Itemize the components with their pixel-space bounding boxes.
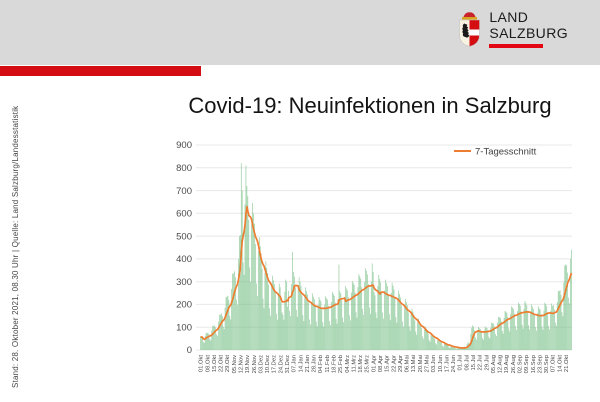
svg-text:17.Jun: 17.Jun	[445, 355, 451, 372]
svg-text:23.Sep: 23.Sep	[538, 355, 544, 373]
chart-area: 0 100 200 300 400 500 600 700 800 900 01.Okt 08.Okt…	[158, 133, 582, 397]
svg-text:30.Sep: 30.Sep	[544, 355, 550, 373]
svg-text:22.Apr: 22.Apr	[391, 355, 397, 372]
svg-text:03.Dez: 03.Dez	[259, 355, 265, 373]
svg-text:09.Sep: 09.Sep	[524, 355, 530, 373]
svg-text:15.Jul: 15.Jul	[471, 355, 477, 370]
land-salzburg-logo: LAND SALZBURG	[458, 9, 568, 51]
svg-text:07.Okt: 07.Okt	[551, 355, 557, 372]
svg-text:10.Dez: 10.Dez	[265, 355, 271, 373]
svg-text:05.Aug: 05.Aug	[491, 355, 497, 373]
svg-text:16.Sep: 16.Sep	[531, 355, 537, 373]
svg-text:05.Nov: 05.Nov	[232, 355, 238, 373]
legend-label: 7-Tagesschnitt	[475, 147, 537, 158]
logo-underline	[489, 44, 544, 48]
svg-text:04.Feb: 04.Feb	[318, 355, 324, 373]
svg-text:04.Mrz: 04.Mrz	[345, 355, 351, 373]
svg-text:26.Nov: 26.Nov	[252, 355, 258, 373]
svg-text:03.Jun: 03.Jun	[431, 355, 437, 372]
svg-text:400: 400	[176, 254, 192, 265]
svg-text:21.Jan: 21.Jan	[305, 355, 311, 372]
svg-text:19.Aug: 19.Aug	[504, 355, 510, 373]
svg-text:300: 300	[176, 277, 192, 288]
svg-text:700: 700	[176, 186, 192, 197]
svg-text:01.Okt: 01.Okt	[199, 355, 205, 372]
svg-text:31.Dez: 31.Dez	[285, 355, 291, 373]
svg-text:12.Aug: 12.Aug	[498, 355, 504, 373]
svg-text:29.Jul: 29.Jul	[484, 355, 490, 370]
svg-text:18.Feb: 18.Feb	[332, 355, 338, 373]
svg-text:12.Nov: 12.Nov	[239, 355, 245, 373]
svg-text:08.Jul: 08.Jul	[464, 355, 470, 370]
svg-text:27.Mai: 27.Mai	[425, 355, 431, 372]
svg-text:08.Apr: 08.Apr	[378, 355, 384, 372]
svg-text:500: 500	[176, 231, 192, 242]
x-axis-labels: 01.Okt 08.Okt 15.Okt 22.Okt 29.Okt 05.Nov 12.N…	[199, 355, 570, 374]
header-band	[0, 0, 600, 65]
logo-text-land: LAND	[489, 9, 529, 25]
seven-day-average-line	[200, 205, 573, 349]
daily-bars	[200, 163, 572, 350]
svg-text:06.Mai: 06.Mai	[405, 355, 411, 372]
svg-text:25.Mrz: 25.Mrz	[365, 355, 371, 373]
svg-text:11.Feb: 11.Feb	[325, 355, 331, 373]
svg-text:11.Mrz: 11.Mrz	[352, 355, 358, 372]
svg-text:10.Jun: 10.Jun	[438, 355, 444, 372]
svg-text:19.Nov: 19.Nov	[245, 355, 251, 373]
covid-chart: 0 100 200 300 400 500 600 700 800 900 01.Okt 08.Okt…	[176, 140, 573, 374]
svg-text:600: 600	[176, 209, 192, 220]
svg-text:29.Okt: 29.Okt	[225, 355, 231, 372]
svg-text:15.Apr: 15.Apr	[385, 355, 391, 372]
svg-text:28.Jan: 28.Jan	[312, 355, 318, 372]
svg-text:18.Mrz: 18.Mrz	[358, 355, 364, 373]
svg-text:22.Okt: 22.Okt	[219, 355, 225, 372]
svg-text:14.Jan: 14.Jan	[298, 355, 304, 372]
logo-text-salzburg: SALZBURG	[489, 24, 568, 41]
svg-text:29.Apr: 29.Apr	[398, 355, 404, 372]
svg-text:0: 0	[187, 345, 192, 356]
svg-text:25.Feb: 25.Feb	[338, 355, 344, 373]
svg-text:22.Jul: 22.Jul	[478, 355, 484, 370]
svg-text:800: 800	[176, 163, 192, 174]
svg-text:07.Jan: 07.Jan	[292, 355, 298, 372]
salzburg-coat-of-arms-icon	[459, 12, 481, 47]
svg-text:14.Okt: 14.Okt	[557, 355, 563, 372]
svg-text:01.Jul: 01.Jul	[458, 355, 464, 370]
svg-text:13.Mai: 13.Mai	[411, 355, 417, 372]
svg-text:20.Mai: 20.Mai	[418, 355, 424, 372]
gridlines	[196, 144, 572, 351]
svg-text:24.Dez: 24.Dez	[278, 355, 284, 373]
svg-text:02.Sep: 02.Sep	[518, 355, 524, 373]
svg-text:08.Okt: 08.Okt	[205, 355, 211, 372]
legend: 7-Tagesschnitt	[454, 147, 537, 158]
svg-text:100: 100	[176, 322, 192, 333]
svg-text:15.Okt: 15.Okt	[212, 355, 218, 372]
source-stamp: Stand: 28. Oktober 2021, 08.30 Uhr | Que…	[11, 105, 20, 388]
svg-text:200: 200	[176, 300, 192, 311]
page-title: Covid-19: Neuinfektionen in Salzburg	[188, 93, 552, 118]
y-axis-labels: 0 100 200 300 400 500 600 700 800 900	[176, 140, 192, 356]
svg-text:21.Okt: 21.Okt	[564, 355, 570, 372]
red-accent-bar	[0, 66, 201, 76]
svg-text:17.Dez: 17.Dez	[272, 355, 278, 373]
svg-text:01.Apr: 01.Apr	[371, 355, 377, 372]
svg-text:26.Aug: 26.Aug	[511, 355, 517, 373]
svg-text:24.Jun: 24.Jun	[451, 355, 457, 372]
svg-text:900: 900	[176, 140, 192, 151]
